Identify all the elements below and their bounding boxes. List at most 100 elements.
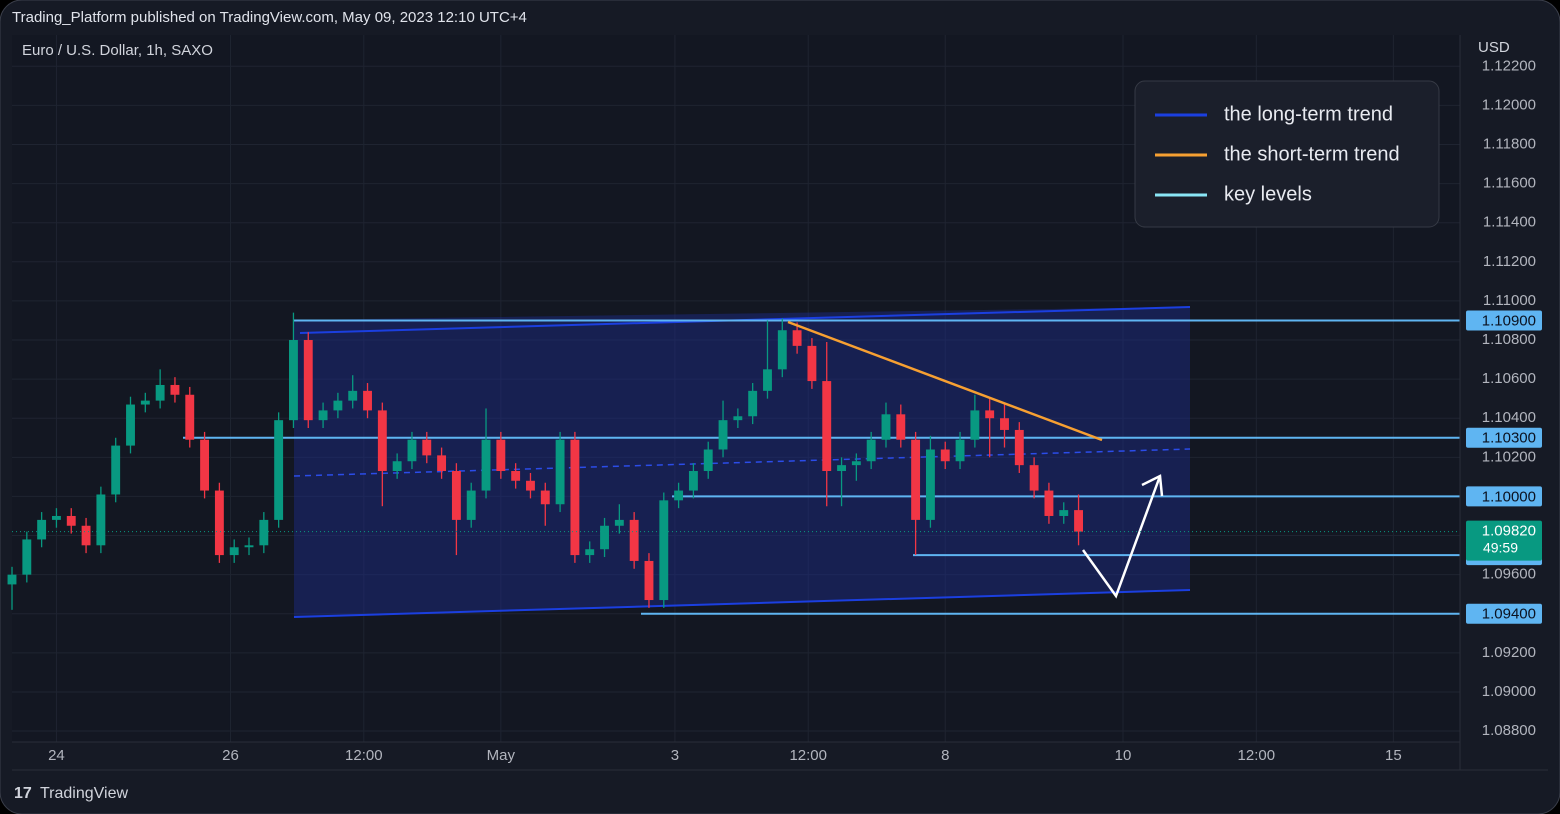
legend-label: the long-term trend <box>1224 103 1393 125</box>
candle-body <box>259 519 269 546</box>
candle-body <box>748 390 758 417</box>
key-level-label: 1.10000 <box>1482 488 1536 505</box>
candle-body <box>925 449 935 520</box>
y-tick-label: 1.09200 <box>1482 644 1536 661</box>
candle-body <box>7 574 17 585</box>
candle-body <box>555 439 565 505</box>
candle-body <box>970 410 980 440</box>
candle-body <box>688 471 698 491</box>
key-level-tag <box>1466 427 1542 448</box>
candle-body <box>881 414 891 440</box>
candle-body <box>792 330 802 346</box>
key-levels <box>183 319 1460 615</box>
candle-body <box>585 549 595 556</box>
candle-body <box>511 471 521 481</box>
candle-body <box>822 381 832 472</box>
candles <box>7 312 1084 610</box>
candle-body <box>1059 510 1069 516</box>
candle-body <box>733 416 743 421</box>
candle-body <box>451 471 461 520</box>
candle-body <box>363 390 372 411</box>
candle-body <box>318 410 328 421</box>
legend-label: the short-term trend <box>1224 143 1400 165</box>
y-tick-label: 1.10600 <box>1482 370 1536 387</box>
candle-body <box>1029 465 1039 491</box>
last-price-tag <box>1466 520 1542 561</box>
candle-body <box>866 439 876 462</box>
candle-body <box>200 439 210 491</box>
candle-body <box>348 390 358 401</box>
candle-body <box>466 490 476 520</box>
y-tick-label: 1.11200 <box>1483 253 1536 270</box>
x-tick-label: 26 <box>222 747 239 764</box>
short-term-trend <box>787 320 1103 442</box>
candle-body <box>807 345 817 382</box>
candle-body <box>985 410 995 419</box>
candle-body <box>37 519 47 540</box>
candle-body <box>274 420 284 520</box>
projection-arrow <box>1081 475 1162 599</box>
candle-body <box>392 461 402 472</box>
candle-body <box>377 410 387 472</box>
candle-body <box>303 340 313 421</box>
candle-body <box>185 394 195 440</box>
candle-body <box>155 384 165 401</box>
candle-body <box>763 369 772 391</box>
candle-body <box>600 525 609 550</box>
candle-body <box>837 465 846 472</box>
candle-body <box>940 449 950 462</box>
candle-body <box>496 439 506 472</box>
legend-label: key levels <box>1224 183 1312 205</box>
candle-body <box>81 525 91 546</box>
candle-body <box>570 439 580 556</box>
candle-body <box>955 439 965 462</box>
key-level-tag <box>1466 310 1542 331</box>
publisher: Trading_Platform published on TradingVie… <box>12 9 527 26</box>
y-tick-label: 1.11600 <box>1483 175 1536 192</box>
candle-body <box>111 445 121 495</box>
candle-body <box>422 439 432 456</box>
candle-body <box>1014 429 1024 466</box>
x-tick-label: May <box>487 747 516 764</box>
symbol: Euro / U.S. Dollar, 1h, SAXO <box>22 42 213 59</box>
y-tick-label: 1.10800 <box>1482 331 1536 348</box>
y-tick-label: 1.11800 <box>1483 135 1536 152</box>
candle-body <box>851 461 861 466</box>
candle-body <box>703 449 713 472</box>
currency: USD <box>1478 39 1510 56</box>
candle-body <box>170 384 180 395</box>
legend: the long-term trend the short-term trend k… <box>1134 80 1440 228</box>
candle-body <box>896 414 906 440</box>
key-level-label: 1.10300 <box>1482 430 1536 447</box>
brand-logo: 17 <box>14 785 32 802</box>
candle-body <box>540 490 550 505</box>
channel-fill <box>294 307 1190 617</box>
candle-body <box>1074 510 1084 532</box>
candle-body <box>911 439 921 520</box>
candle-body <box>644 560 654 601</box>
y-tick-label: 1.09000 <box>1482 683 1536 700</box>
candle-body <box>407 439 417 462</box>
candle-body <box>51 515 61 520</box>
candle-body <box>96 494 106 546</box>
candle-body <box>1000 418 1009 430</box>
x-tick-label: 10 <box>1115 747 1132 764</box>
candle-body <box>614 519 624 526</box>
candle-body <box>214 490 224 556</box>
candle-body <box>659 500 669 601</box>
y-tick-label: 1.11400 <box>1483 214 1536 231</box>
arrow-head <box>1141 474 1164 497</box>
candle-body <box>333 400 343 411</box>
candle-body <box>244 545 254 548</box>
candle-body <box>126 404 135 446</box>
candle-body <box>526 480 535 491</box>
y-tick-label: 1.11000 <box>1483 292 1536 309</box>
key-level-tag <box>1466 603 1542 624</box>
key-level-label: 1.09400 <box>1482 606 1536 623</box>
channel-bottom <box>293 589 1191 618</box>
x-tick-label: 12:00 <box>345 747 383 764</box>
x-tick-label: 24 <box>48 747 65 764</box>
candle-body <box>66 515 76 526</box>
